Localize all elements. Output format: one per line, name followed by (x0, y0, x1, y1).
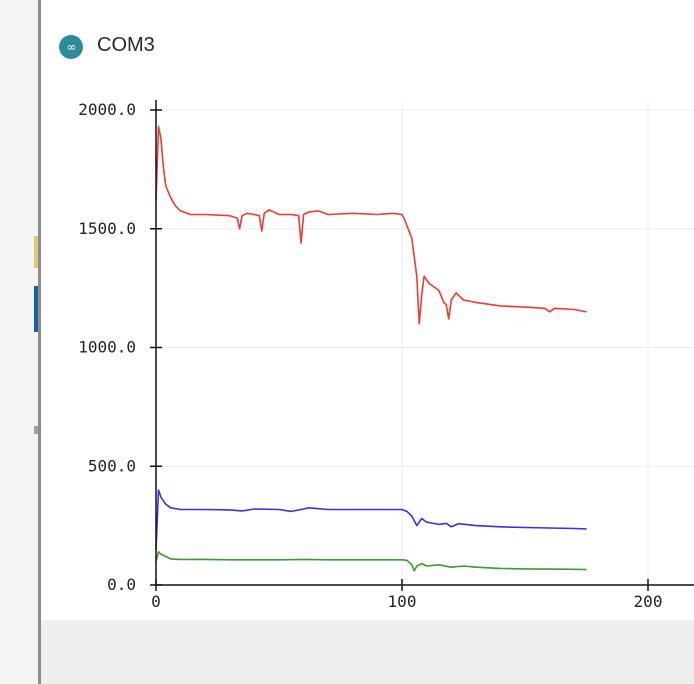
y-tick-label-3: 1500.0 (78, 219, 136, 238)
background-window-accent (34, 236, 38, 268)
window-left-border[interactable] (38, 0, 41, 684)
series-line-2 (155, 489, 587, 550)
title-bar[interactable]: ∞ COM3 (41, 0, 694, 92)
background-window-selection (34, 286, 38, 332)
chart-axes (155, 100, 694, 586)
arduino-infinity-icon: ∞ (59, 35, 83, 59)
chart-ticks: 0.0 500.0 1000.0 1500.0 2000.0 0 100 200 (78, 100, 662, 611)
y-tick-label-4: 2000.0 (78, 100, 136, 119)
background-window-tick (34, 426, 38, 434)
chart-grid (156, 102, 694, 585)
chart-series-group (155, 125, 587, 572)
x-tick-label-1: 100 (388, 592, 417, 611)
y-tick-label-2: 1000.0 (78, 338, 136, 357)
x-tick-label-0: 0 (151, 592, 161, 611)
plotter-bottom-bar (41, 620, 694, 684)
serial-plotter-chart: 0.0 500.0 1000.0 1500.0 2000.0 0 100 200 (78, 100, 694, 611)
background-window-strip (0, 0, 38, 684)
x-tick-label-2: 200 (634, 592, 663, 611)
y-tick-label-1: 500.0 (88, 456, 136, 475)
series-line-3 (155, 551, 587, 572)
y-tick-label-0: 0.0 (107, 575, 136, 594)
series-line-1 (155, 125, 587, 325)
window-title: COM3 (97, 34, 155, 56)
